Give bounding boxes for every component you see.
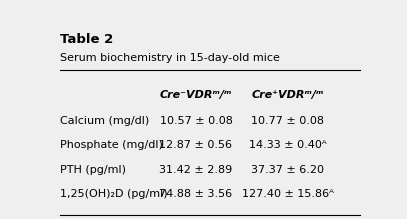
Text: 14.33 ± 0.40ᴬ: 14.33 ± 0.40ᴬ	[249, 140, 326, 150]
Text: 1,25(OH)₂D (pg/ml): 1,25(OH)₂D (pg/ml)	[60, 189, 168, 199]
Text: Table 2: Table 2	[60, 33, 114, 46]
Text: PTH (pg/ml): PTH (pg/ml)	[60, 164, 126, 175]
Text: 127.40 ± 15.86ᴬ: 127.40 ± 15.86ᴬ	[241, 189, 333, 199]
Text: Cre⁻VDRᵐ/ᵐ: Cre⁻VDRᵐ/ᵐ	[160, 90, 232, 100]
Text: Cre⁺VDRᵐ/ᵐ: Cre⁺VDRᵐ/ᵐ	[251, 90, 324, 100]
Text: 31.42 ± 2.89: 31.42 ± 2.89	[160, 164, 232, 175]
Text: Phosphate (mg/dl): Phosphate (mg/dl)	[60, 140, 163, 150]
Text: 37.37 ± 6.20: 37.37 ± 6.20	[251, 164, 324, 175]
Text: 10.57 ± 0.08: 10.57 ± 0.08	[160, 116, 232, 126]
Text: 12.87 ± 0.56: 12.87 ± 0.56	[160, 140, 232, 150]
Text: 74.88 ± 3.56: 74.88 ± 3.56	[160, 189, 232, 199]
Text: Serum biochemistry in 15-day-old mice: Serum biochemistry in 15-day-old mice	[60, 53, 280, 63]
Text: Calcium (mg/dl): Calcium (mg/dl)	[60, 116, 150, 126]
Text: 10.77 ± 0.08: 10.77 ± 0.08	[251, 116, 324, 126]
